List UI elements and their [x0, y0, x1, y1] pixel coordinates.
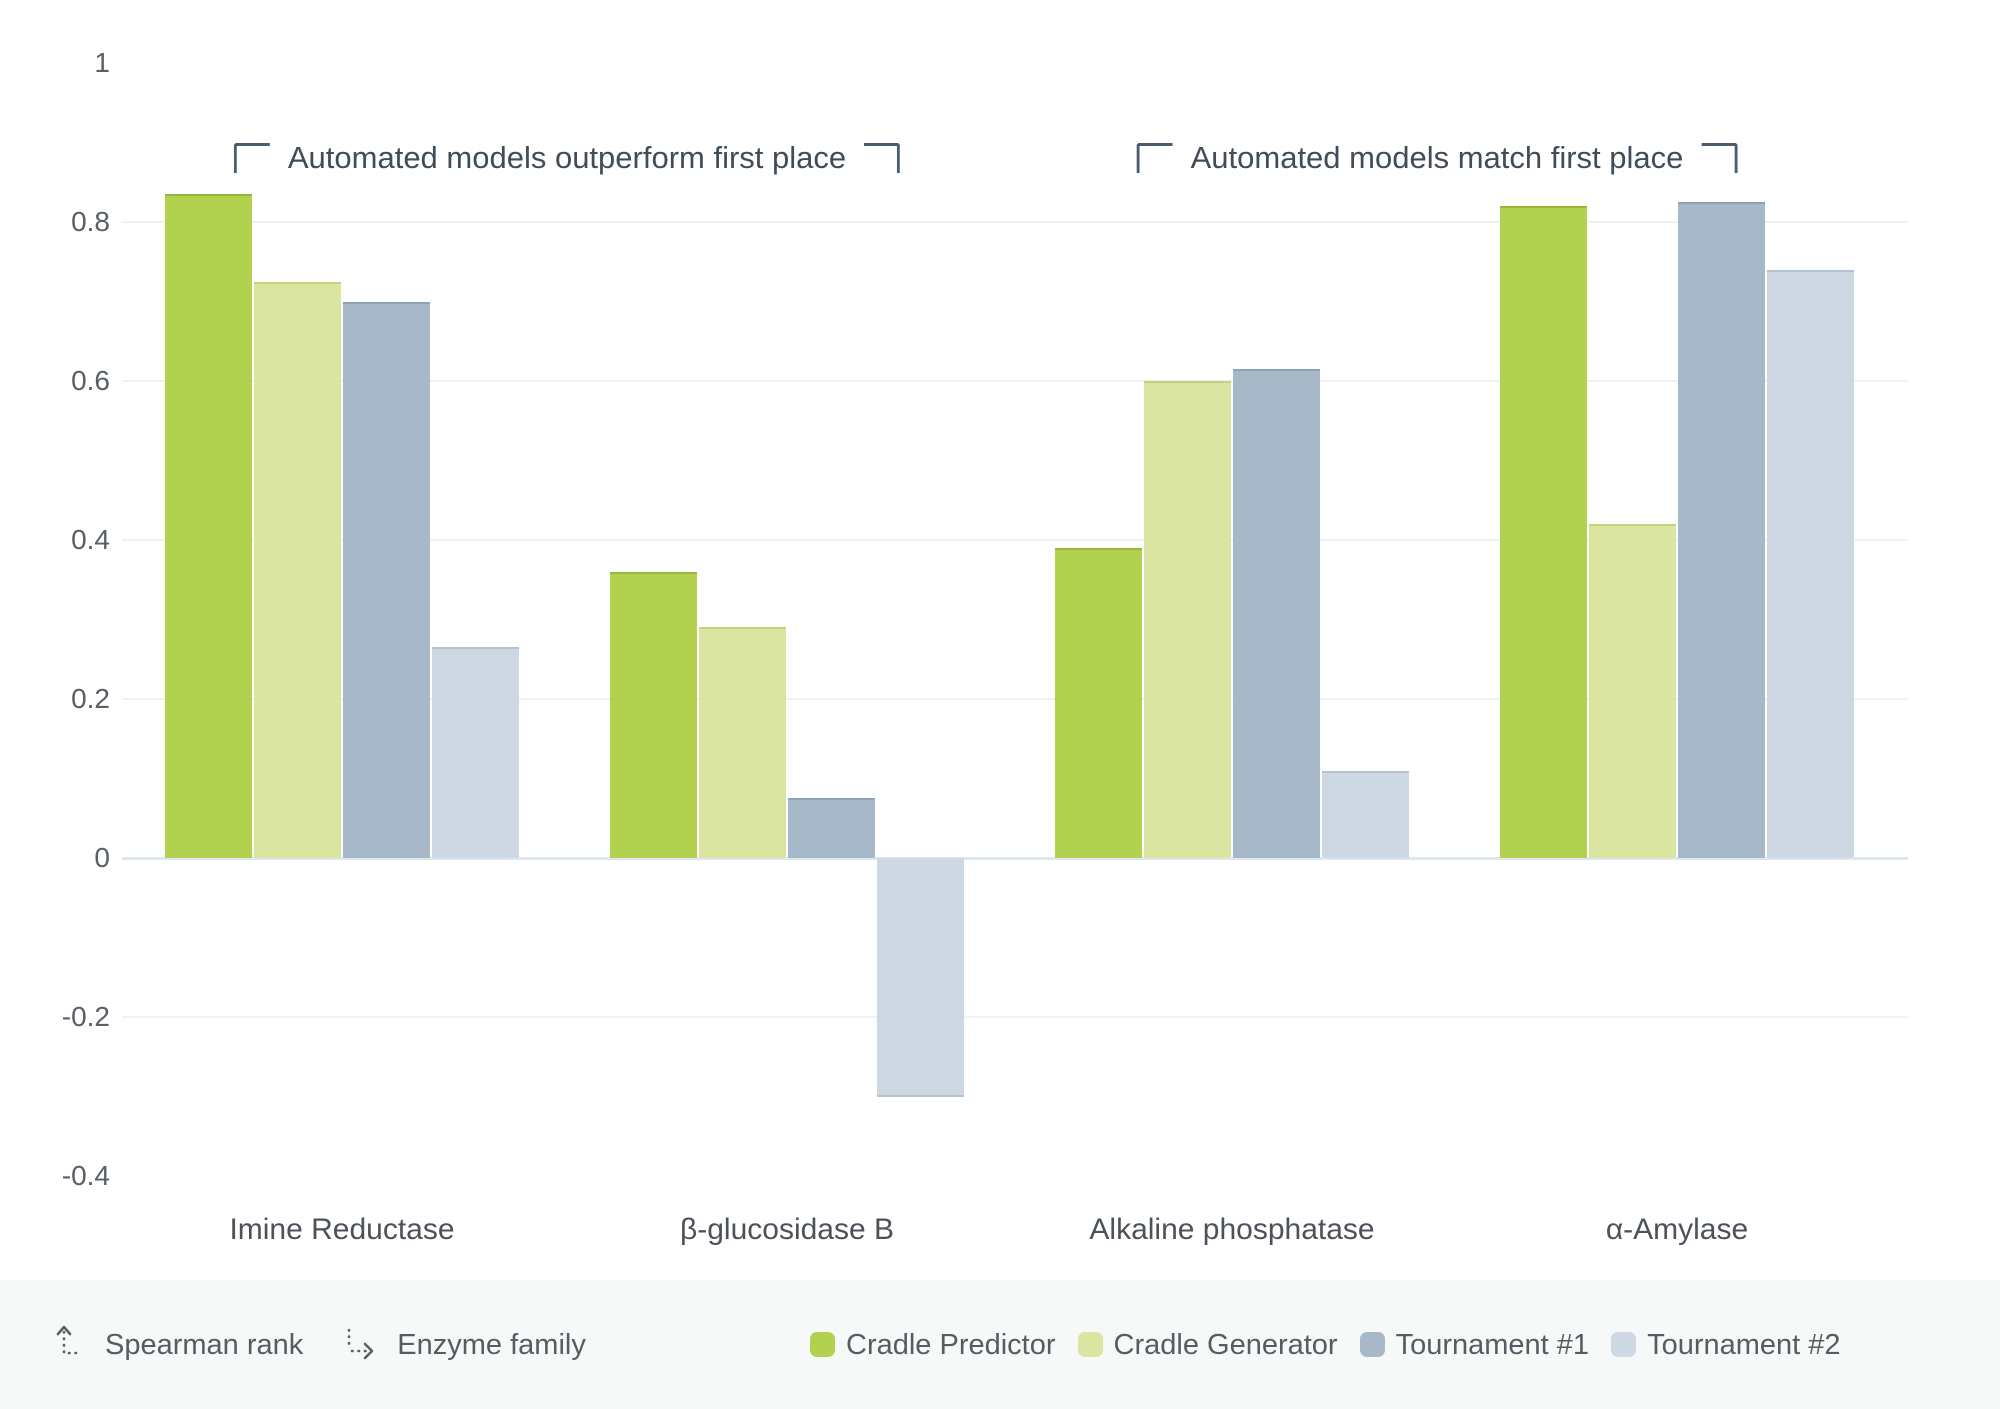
legend-item-tournament-2: Tournament #2	[1611, 1328, 1841, 1362]
chart-footer: Spearman rank Enzyme family Cradle Predi…	[0, 1280, 2000, 1409]
legend-label-tournament-1: Tournament #1	[1395, 1328, 1590, 1361]
x-axis-key: Enzyme family	[343, 1322, 586, 1367]
annotation-text: Automated models outperform first place	[287, 140, 847, 175]
y-axis-key: Spearman rank	[55, 1322, 303, 1367]
legend-swatch-cradle-predictor	[810, 1332, 835, 1357]
category-label-alkaline-phosphatase: Alkaline phosphatase	[1089, 1213, 1375, 1246]
bar-cradle-generator-glucosidase-b	[699, 627, 786, 858]
gridline--0.2	[122, 1016, 1908, 1018]
bracket-left-icon	[1136, 143, 1173, 173]
legend-label-tournament-2: Tournament #2	[1647, 1328, 1841, 1361]
bar-tournament-1-alkaline-phosphatase	[1233, 369, 1320, 858]
gridline-0.8	[122, 221, 1908, 223]
bar-cradle-generator-alkaline-phosphatase	[1144, 381, 1231, 858]
bar-tournament-2-amylase	[1767, 269, 1854, 858]
x-axis-right-arrow-icon	[343, 1322, 377, 1367]
y-tick-label-0.8: 0.8	[71, 206, 110, 237]
bar-cradle-predictor-imine-reductase	[165, 194, 252, 858]
category-label-imine-reductase: Imine Reductase	[229, 1213, 455, 1246]
y-tick-label-0.2: 0.2	[71, 683, 110, 714]
bar-tournament-2-alkaline-phosphatase	[1322, 770, 1409, 858]
bar-chart: Automated models outperform first place …	[61, 47, 1908, 1246]
y-tick-label-0: 0	[94, 842, 110, 873]
bar-tournament-1-imine-reductase	[343, 301, 430, 858]
bar-tournament-2-imine-reductase	[432, 647, 519, 858]
legend-item-tournament-1: Tournament #1	[1359, 1328, 1590, 1362]
legend-swatch-tournament-1	[1359, 1332, 1385, 1357]
legend-item-cradle-predictor: Cradle Predictor	[810, 1328, 1056, 1362]
bracket-right-icon	[864, 143, 901, 173]
bar-cradle-generator-amylase	[1589, 524, 1676, 858]
annotation-outperform: Automated models outperform first place	[233, 140, 901, 175]
zero-gridline	[122, 857, 1908, 860]
bar-tournament-2-glucosidase-b	[877, 858, 964, 1097]
bar-tournament-1-amylase	[1678, 202, 1765, 858]
gridline-0.6	[122, 380, 1908, 382]
x-axis-key-label: Enzyme family	[397, 1328, 586, 1361]
bar-cradle-predictor-amylase	[1500, 206, 1587, 858]
category-label-glucosidase-b: β-glucosidase B	[679, 1213, 895, 1246]
y-tick-label--0.2: -0.2	[61, 1001, 110, 1032]
category-label-amylase: α-Amylase	[1605, 1213, 1749, 1246]
bar-tournament-1-glucosidase-b	[788, 798, 875, 858]
bar-cradle-generator-imine-reductase	[254, 281, 341, 858]
y-tick-label-0.4: 0.4	[71, 524, 110, 555]
gridline-0.2	[122, 698, 1908, 700]
legend-item-cradle-generator: Cradle Generator	[1077, 1328, 1338, 1362]
bracket-right-icon	[1701, 143, 1738, 173]
legend-swatch-cradle-generator	[1077, 1332, 1103, 1357]
bar-cradle-predictor-alkaline-phosphatase	[1055, 547, 1142, 858]
legend-swatch-tournament-2	[1611, 1332, 1637, 1357]
annotation-text: Automated models match first place	[1190, 140, 1684, 175]
chart-legend: Cradle Predictor Cradle Generator Tourname…	[810, 1328, 1841, 1362]
legend-label-cradle-predictor: Cradle Predictor	[846, 1328, 1056, 1361]
y-tick-label--0.4: -0.4	[61, 1160, 110, 1191]
annotation-match: Automated models match first place	[1136, 140, 1738, 175]
y-axis-up-arrow-icon	[55, 1322, 85, 1367]
y-axis-key-label: Spearman rank	[105, 1328, 304, 1361]
axis-keys: Spearman rank Enzyme family	[55, 1322, 586, 1367]
legend-label-cradle-generator: Cradle Generator	[1113, 1328, 1338, 1361]
bar-cradle-predictor-glucosidase-b	[610, 571, 697, 858]
y-tick-label-0.6: 0.6	[71, 365, 110, 396]
y-tick-label-1: 1	[94, 47, 110, 78]
gridline-0.4	[122, 539, 1908, 541]
bracket-left-icon	[233, 143, 270, 173]
